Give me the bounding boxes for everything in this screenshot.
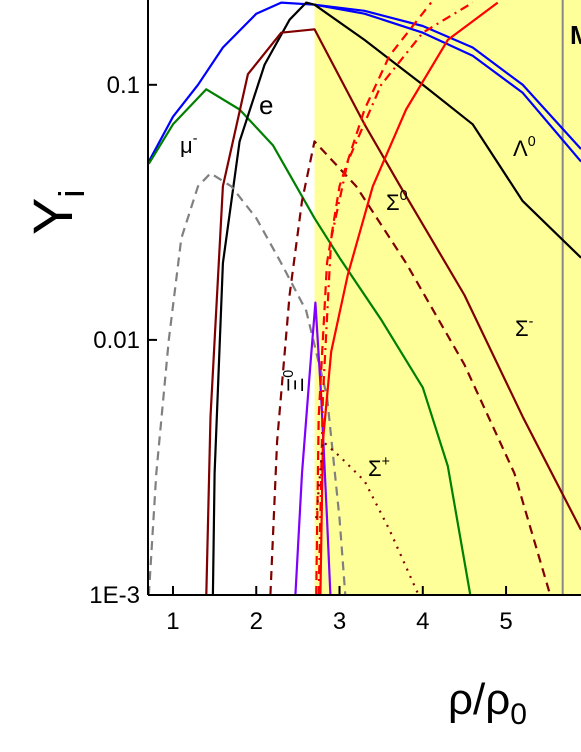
x-axis-title-main: ρ/ρ bbox=[448, 675, 510, 724]
x-tick-label: 4 bbox=[416, 608, 429, 635]
curve-label-text: M bbox=[570, 20, 581, 50]
curve-label-text: Λ bbox=[513, 136, 528, 161]
series-line bbox=[148, 88, 472, 595]
x-axis-title-sub: 0 bbox=[510, 698, 527, 731]
x-tick-label: 1 bbox=[166, 608, 179, 635]
curve-label: e bbox=[259, 90, 273, 120]
series-line bbox=[317, 1, 474, 595]
series-line bbox=[319, 1, 499, 595]
curve-label-text: μ bbox=[180, 133, 193, 158]
x-axis-title: ρ/ρ0 bbox=[448, 675, 527, 731]
curve-label: M bbox=[570, 20, 581, 50]
curve-label: Λ0 bbox=[513, 134, 536, 161]
y-tick-label: 0.01 bbox=[93, 327, 140, 354]
curve-label-sup: - bbox=[193, 131, 198, 147]
curve-label: Ξ0 bbox=[281, 370, 308, 392]
curve-label-text: Σ bbox=[386, 190, 400, 215]
curve-label: Σ+ bbox=[368, 454, 390, 481]
series-line bbox=[148, 172, 347, 595]
y-tick-label: 1E-3 bbox=[89, 582, 140, 609]
plot-area bbox=[148, 0, 581, 595]
curve-label-sup: 0 bbox=[400, 188, 408, 204]
curve-label-sup: 0 bbox=[281, 370, 297, 378]
series-line bbox=[315, 440, 420, 595]
curve-label-text: e bbox=[259, 90, 273, 120]
curve-label-text: Σ bbox=[515, 316, 529, 341]
series-line bbox=[314, 3, 581, 163]
series-line bbox=[211, 1, 581, 595]
curve-label-sup: + bbox=[382, 454, 390, 470]
curve-label: Σ- bbox=[515, 314, 534, 341]
axes: 1 2 3 4 5 0.1 0.01 1E-3 bbox=[89, 0, 581, 635]
curve-label-sup: - bbox=[529, 314, 534, 330]
x-tick-label: 5 bbox=[499, 608, 512, 635]
y-axis-title-sub: i bbox=[51, 190, 92, 198]
series-line bbox=[294, 301, 332, 595]
curve-label-text: Σ bbox=[368, 456, 382, 481]
curve-label-text: Ξ bbox=[283, 378, 308, 392]
shaded-region bbox=[314, 0, 581, 595]
x-tick-label: 3 bbox=[333, 608, 346, 635]
y-axis-title-main: Y bbox=[21, 198, 84, 235]
curve-label: Σ0 bbox=[386, 188, 408, 215]
y-axis-title: Yi bbox=[21, 190, 92, 235]
x-tick-label: 2 bbox=[250, 608, 263, 635]
series-line bbox=[148, 1, 581, 163]
curve-label: μ- bbox=[180, 131, 198, 158]
series-line bbox=[269, 140, 552, 595]
series-line bbox=[205, 28, 581, 595]
series-line bbox=[315, 1, 432, 595]
curve-label-sup: 0 bbox=[528, 134, 536, 150]
y-tick-label: 0.1 bbox=[107, 72, 140, 99]
